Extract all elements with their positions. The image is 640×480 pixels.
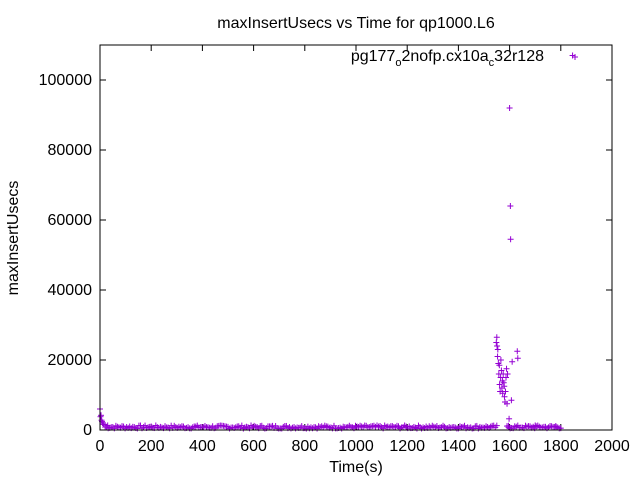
data-point [254,424,260,430]
data-point [131,424,137,430]
x-tick-label: 200 [138,438,165,455]
data-point [495,347,501,353]
data-point [411,424,417,430]
data-point [503,375,509,381]
y-tick-label: 60000 [48,212,93,229]
data-point [98,412,104,418]
data-point [268,424,274,430]
data-point [509,359,515,365]
data-point [542,424,548,430]
x-tick-label: 1200 [389,438,425,455]
x-tick-label: 400 [189,438,216,455]
data-point [495,354,501,360]
data-point [451,424,457,430]
legend-label-part-3: 32r128 [494,48,544,65]
data-point [505,371,511,377]
y-tick-label: 20000 [48,352,93,369]
data-point [513,424,519,430]
data-points [97,53,576,432]
data-point [98,414,104,420]
legend-label-part-2: 2nofp.cx10a [401,48,488,65]
data-point [493,340,499,346]
data-point [468,424,474,430]
data-point [506,416,512,422]
legend-label-part-1: pg177 [351,48,396,65]
data-point [349,424,355,430]
x-tick-label: 1600 [492,438,528,455]
x-tick-label: 600 [240,438,267,455]
data-point [205,424,211,430]
data-point [148,423,154,429]
x-axis-label: Time(s) [329,459,383,476]
data-point [508,236,514,242]
data-point [477,424,483,430]
data-point [504,366,510,372]
legend-label: pg177o2nofp.cx10ac32r128 [351,48,544,69]
x-tick-label: 0 [96,438,105,455]
y-axis-label: maxInsertUsecs [5,181,22,296]
data-point [494,343,500,349]
chart-title: maxInsertUsecs vs Time for qp1000.L6 [217,15,495,32]
legend: pg177o2nofp.cx10ac32r128 [351,48,578,69]
data-point [515,355,521,361]
data-point [366,424,372,430]
data-point [508,397,514,403]
plot-frame [100,45,612,430]
data-point [359,423,365,429]
data-point [157,424,163,430]
data-point [507,203,513,209]
data-point [363,423,369,429]
data-point [494,334,500,340]
data-point [507,105,513,111]
data-point [392,424,398,430]
y-tick-label: 0 [83,422,92,439]
y-tick-label: 100000 [39,72,92,89]
data-point [431,424,437,430]
data-point [177,424,183,430]
data-point [488,424,494,430]
y-tick-label: 80000 [48,142,93,159]
x-tick-label: 800 [291,438,318,455]
data-point [514,348,520,354]
x-tick-label: 2000 [594,438,630,455]
x-tick-label: 1000 [338,438,374,455]
data-point [124,424,130,430]
y-tick-label: 40000 [48,282,93,299]
x-tick-label: 1800 [543,438,579,455]
axis-ticks: 0 200 400 600 800 1000 1200 1400 1600 1800 2000020… [39,45,630,455]
x-tick-label: 1400 [441,438,477,455]
